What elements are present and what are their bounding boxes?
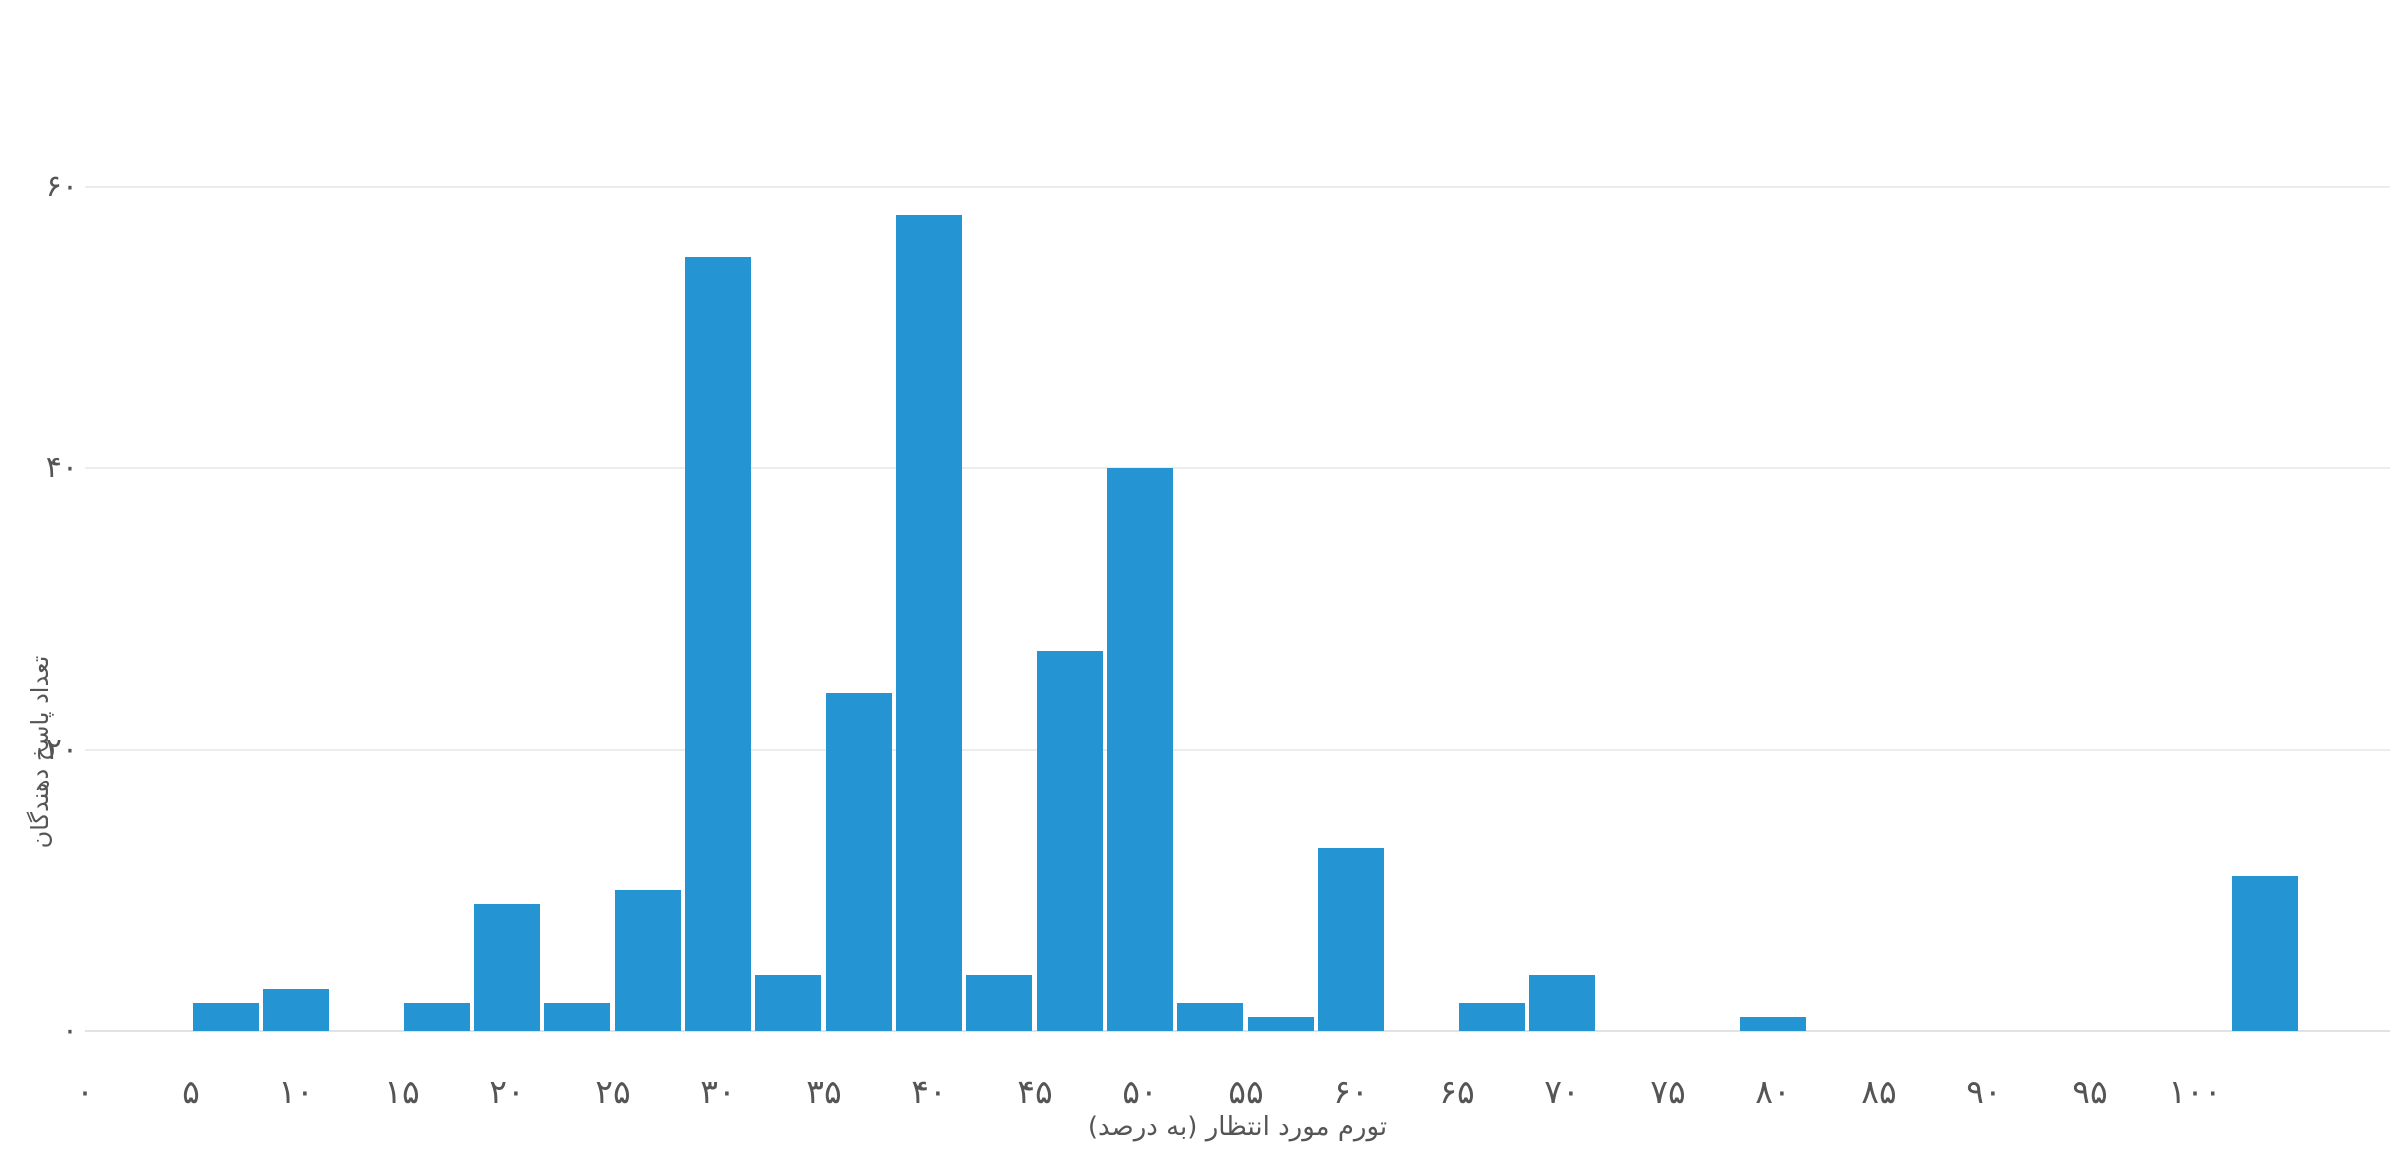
bar[interactable] — [826, 693, 892, 1031]
bar[interactable] — [263, 989, 329, 1031]
x-tick-label: ۴۰ — [911, 1072, 947, 1111]
x-tick-label: ۹۰ — [1966, 1072, 2002, 1111]
y-gridline — [85, 467, 2390, 469]
bar[interactable] — [1740, 1017, 1806, 1031]
y-axis-title: تعداد پاسخ دهندگان — [26, 655, 54, 849]
bar[interactable] — [896, 215, 962, 1031]
y-tick-label: ۲۰ — [45, 732, 78, 767]
bar[interactable] — [1107, 468, 1173, 1031]
x-tick-label: ۱۰ — [278, 1072, 314, 1111]
x-tick-label: ۸۵ — [1861, 1072, 1897, 1111]
x-tick-label: ۸۰ — [1755, 1072, 1791, 1111]
bar[interactable] — [615, 890, 681, 1031]
bar[interactable] — [474, 904, 540, 1031]
y-tick-label: ۰ — [61, 1013, 78, 1048]
x-tick-label: ۹۵ — [2072, 1072, 2108, 1111]
bar[interactable] — [1318, 848, 1384, 1031]
x-tick-label: ۲۰ — [489, 1072, 525, 1111]
x-tick-label: ۴۵ — [1017, 1072, 1053, 1111]
bar[interactable] — [193, 1003, 259, 1031]
x-tick-label: ۵ — [182, 1072, 200, 1111]
x-tick-label: ۲۵ — [595, 1072, 631, 1111]
x-tick-label: ۷۵ — [1650, 1072, 1686, 1111]
bar[interactable] — [404, 1003, 470, 1031]
bar[interactable] — [1037, 651, 1103, 1031]
y-gridline — [85, 186, 2390, 188]
x-tick-label: ۳۵ — [806, 1072, 842, 1111]
y-gridline — [85, 749, 2390, 751]
x-tick-label: ۵۰ — [1122, 1072, 1158, 1111]
y-tick-label: ۶۰ — [45, 169, 78, 204]
x-tick-label: ۶۵ — [1439, 1072, 1475, 1111]
bar[interactable] — [1248, 1017, 1314, 1031]
y-tick-label: ۴۰ — [45, 450, 78, 485]
x-tick-label: ۱۵ — [384, 1072, 420, 1111]
bar[interactable] — [755, 975, 821, 1031]
bar[interactable] — [1459, 1003, 1525, 1031]
bar[interactable] — [544, 1003, 610, 1031]
bar[interactable] — [1529, 975, 1595, 1031]
bar[interactable] — [966, 975, 1032, 1031]
x-axis-title: تورم مورد انتظار (به درصد) — [1087, 1112, 1388, 1142]
bar[interactable] — [1177, 1003, 1243, 1031]
x-tick-label: ۰ — [76, 1072, 94, 1111]
x-tick-label: ۶۰ — [1333, 1072, 1369, 1111]
x-tick-label: ۵۵ — [1228, 1072, 1264, 1111]
x-tick-label: ۱۰۰ — [2168, 1072, 2222, 1111]
bar[interactable] — [685, 257, 751, 1031]
x-axis-line — [85, 1030, 2390, 1032]
bar[interactable] — [2232, 876, 2298, 1031]
x-tick-label: ۳۰ — [700, 1072, 736, 1111]
x-tick-label: ۷۰ — [1544, 1072, 1580, 1111]
